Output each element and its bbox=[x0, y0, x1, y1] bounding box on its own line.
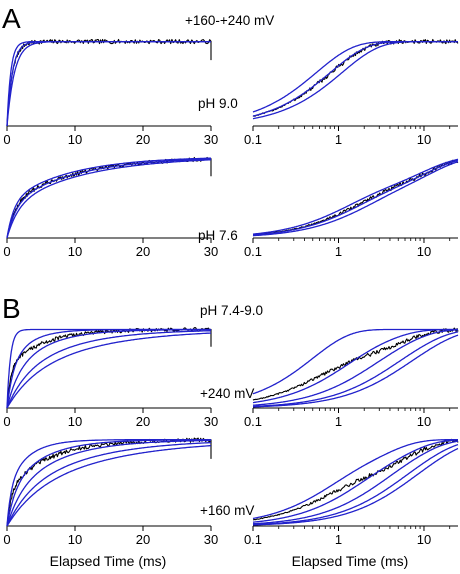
fit-curve bbox=[6, 159, 212, 239]
data-trace bbox=[252, 327, 459, 401]
fit-curve bbox=[6, 330, 212, 409]
x-tick-label: 0.1 bbox=[244, 244, 262, 259]
chart-B-160mV-log: 0.1 1 10 bbox=[244, 438, 459, 547]
x-tick-label: 20 bbox=[136, 532, 150, 547]
fit-curve bbox=[6, 438, 211, 527]
fit-curve bbox=[6, 40, 211, 127]
fit-curve bbox=[252, 438, 458, 520]
annotation-240-mv: +240 mV bbox=[200, 386, 254, 401]
x-tick-label: 1 bbox=[335, 414, 342, 429]
fit-curve bbox=[252, 329, 458, 406]
fit-curve bbox=[253, 443, 459, 526]
x-tick-label: 0 bbox=[3, 414, 10, 429]
fit-curve bbox=[252, 40, 458, 120]
x-tick-label: 10 bbox=[68, 132, 82, 147]
fit-curve bbox=[6, 328, 211, 409]
x-tick-label: 0 bbox=[3, 244, 10, 259]
x-tick-label: 30 bbox=[204, 244, 218, 259]
x-axis-label-right: Elapsed Time (ms) bbox=[292, 553, 409, 569]
x-tick-label: 10 bbox=[417, 532, 431, 547]
x-tick-label: 20 bbox=[136, 132, 150, 147]
annotation-160-mv: +160 mV bbox=[200, 503, 254, 518]
fit-curve bbox=[252, 440, 459, 525]
x-tick-label: 10 bbox=[417, 414, 431, 429]
fit-curve bbox=[252, 439, 459, 523]
x-tick-label: 0.1 bbox=[244, 414, 262, 429]
annotation-voltage-range: +160-+240 mV bbox=[185, 13, 274, 28]
fit-curve bbox=[252, 328, 458, 404]
plot-area: 0 10 20 30 0.1 1 100 10 20 30 0.1 1 100 10 20 30 0.1 1 100… bbox=[3, 38, 459, 547]
fit-curve bbox=[252, 158, 459, 235]
annotation-ph-7-6: pH 7.6 bbox=[198, 228, 238, 243]
x-tick-label: 10 bbox=[68, 414, 82, 429]
annotation-ph-9-0: pH 9.0 bbox=[198, 96, 238, 111]
x-tick-label: 0.1 bbox=[244, 132, 262, 147]
fit-curve bbox=[253, 331, 459, 408]
x-tick-label: 30 bbox=[204, 132, 218, 147]
panel-label-a: A bbox=[2, 3, 21, 34]
chart-B-160mV-linear: 0 10 20 30 bbox=[3, 437, 218, 547]
fit-curve bbox=[252, 328, 458, 395]
chart-A-pH7.6-linear: 0 10 20 30 bbox=[3, 156, 218, 259]
x-tick-label: 0 bbox=[3, 532, 10, 547]
fit-curve bbox=[6, 328, 211, 409]
x-tick-label: 20 bbox=[136, 244, 150, 259]
x-tick-label: 30 bbox=[204, 532, 218, 547]
panel-label-b: B bbox=[2, 293, 21, 324]
chart-A-pH7.6-log: 0.1 1 10 bbox=[244, 158, 459, 259]
x-tick-label: 1 bbox=[335, 132, 342, 147]
data-trace bbox=[6, 38, 212, 127]
x-tick-label: 10 bbox=[417, 244, 431, 259]
chart-B-240mV-linear: 0 10 20 30 bbox=[3, 327, 218, 429]
fit-curve bbox=[253, 334, 459, 408]
x-tick-label: 1 bbox=[335, 244, 342, 259]
x-tick-label: 0.1 bbox=[244, 532, 262, 547]
fit-curve bbox=[6, 40, 211, 127]
x-axis-label-left: Elapsed Time (ms) bbox=[50, 553, 167, 569]
fit-curve bbox=[6, 439, 211, 527]
fit-curve bbox=[252, 161, 459, 237]
fit-curve bbox=[6, 441, 212, 527]
fit-curve bbox=[253, 159, 459, 236]
fit-curve bbox=[6, 332, 211, 409]
fit-curve bbox=[6, 40, 211, 127]
x-tick-label: 10 bbox=[68, 244, 82, 259]
data-trace bbox=[6, 327, 212, 409]
fit-curve bbox=[6, 439, 211, 527]
chart-B-240mV-log: 0.1 1 10 bbox=[244, 327, 459, 429]
chart-A-pH9.0-log: 0.1 1 10 bbox=[244, 38, 459, 147]
x-tick-label: 30 bbox=[204, 414, 218, 429]
x-tick-label: 10 bbox=[417, 132, 431, 147]
fit-curve bbox=[252, 40, 458, 117]
x-tick-label: 10 bbox=[68, 532, 82, 547]
fit-curve bbox=[252, 40, 458, 113]
data-trace bbox=[6, 437, 212, 527]
data-trace bbox=[253, 159, 459, 236]
annotation-ph-range: pH 7.4-9.0 bbox=[200, 303, 263, 318]
chart-A-pH9.0-linear: 0 10 20 30 bbox=[3, 38, 218, 147]
data-trace bbox=[252, 438, 459, 521]
x-tick-label: 1 bbox=[335, 532, 342, 547]
fit-curve bbox=[6, 444, 212, 527]
x-tick-label: 0 bbox=[3, 132, 10, 147]
fit-curve bbox=[6, 157, 212, 239]
x-tick-label: 20 bbox=[136, 414, 150, 429]
fit-curve bbox=[6, 328, 211, 409]
fit-curve bbox=[6, 158, 211, 239]
fit-curve bbox=[253, 447, 459, 526]
